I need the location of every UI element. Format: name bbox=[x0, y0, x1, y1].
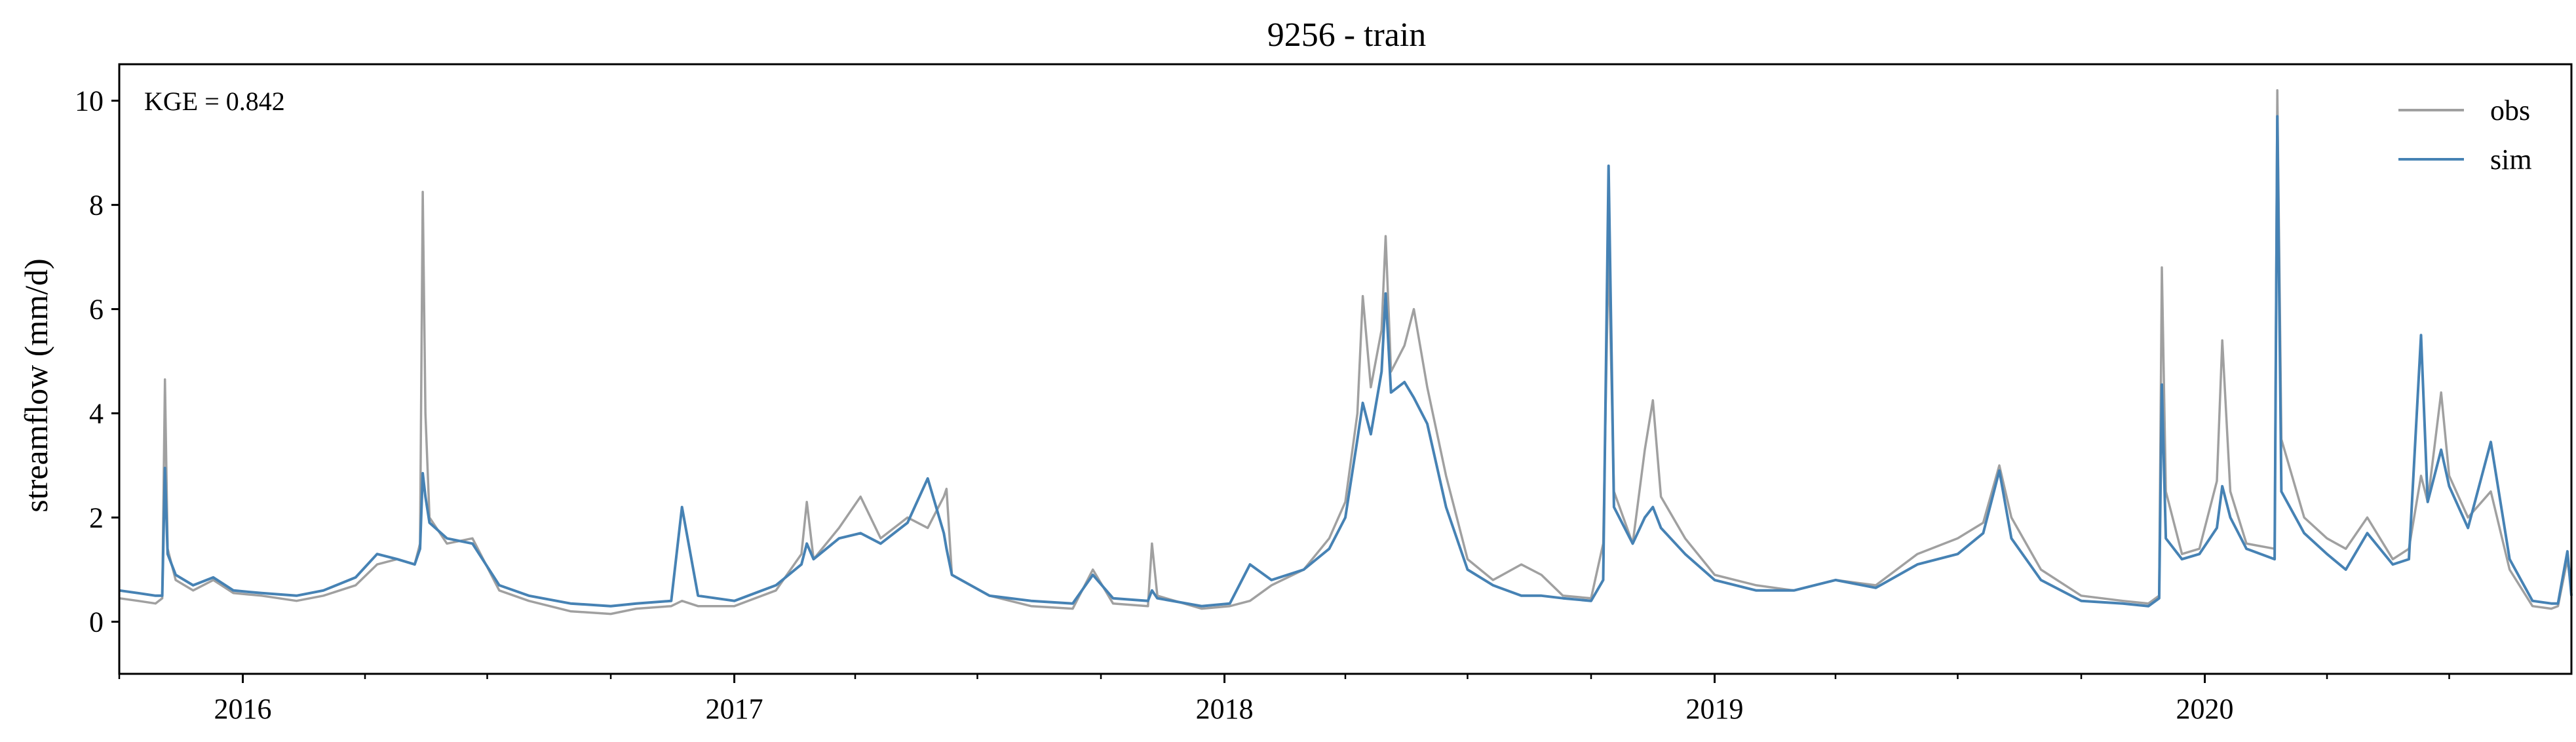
x-tick-label: 2017 bbox=[706, 693, 763, 725]
legend-obs-label: obs bbox=[2490, 94, 2530, 127]
y-tick-label: 2 bbox=[89, 502, 104, 534]
y-tick-label: 6 bbox=[89, 294, 104, 326]
plot-frame bbox=[118, 63, 2573, 675]
x-tick-label: 2020 bbox=[2176, 693, 2234, 725]
kge-annotation: KGE = 0.842 bbox=[144, 87, 285, 116]
legend: obs sim bbox=[2398, 94, 2532, 176]
x-axis: 2016 2017 2018 2019 2020 bbox=[118, 674, 2450, 725]
obs-series bbox=[119, 88, 2573, 615]
legend-sim-label: sim bbox=[2490, 144, 2532, 176]
chart-title: 9256 - train bbox=[1267, 16, 1427, 54]
y-tick-label: 8 bbox=[89, 189, 104, 222]
sim-line bbox=[119, 115, 2573, 608]
y-tick-label: 4 bbox=[89, 398, 104, 430]
x-tick-label: 2019 bbox=[1686, 693, 1744, 725]
sim-series bbox=[119, 115, 2573, 608]
y-axis: 0 2 4 6 8 10 bbox=[75, 85, 119, 638]
y-tick-label: 10 bbox=[75, 85, 104, 117]
y-axis-label: streamflow (mm/d) bbox=[18, 258, 54, 512]
obs-line bbox=[119, 88, 2573, 615]
y-tick-label: 0 bbox=[89, 606, 104, 638]
x-tick-label: 2016 bbox=[214, 693, 272, 725]
plot-area bbox=[119, 88, 2573, 615]
x-tick-label: 2018 bbox=[1196, 693, 1254, 725]
